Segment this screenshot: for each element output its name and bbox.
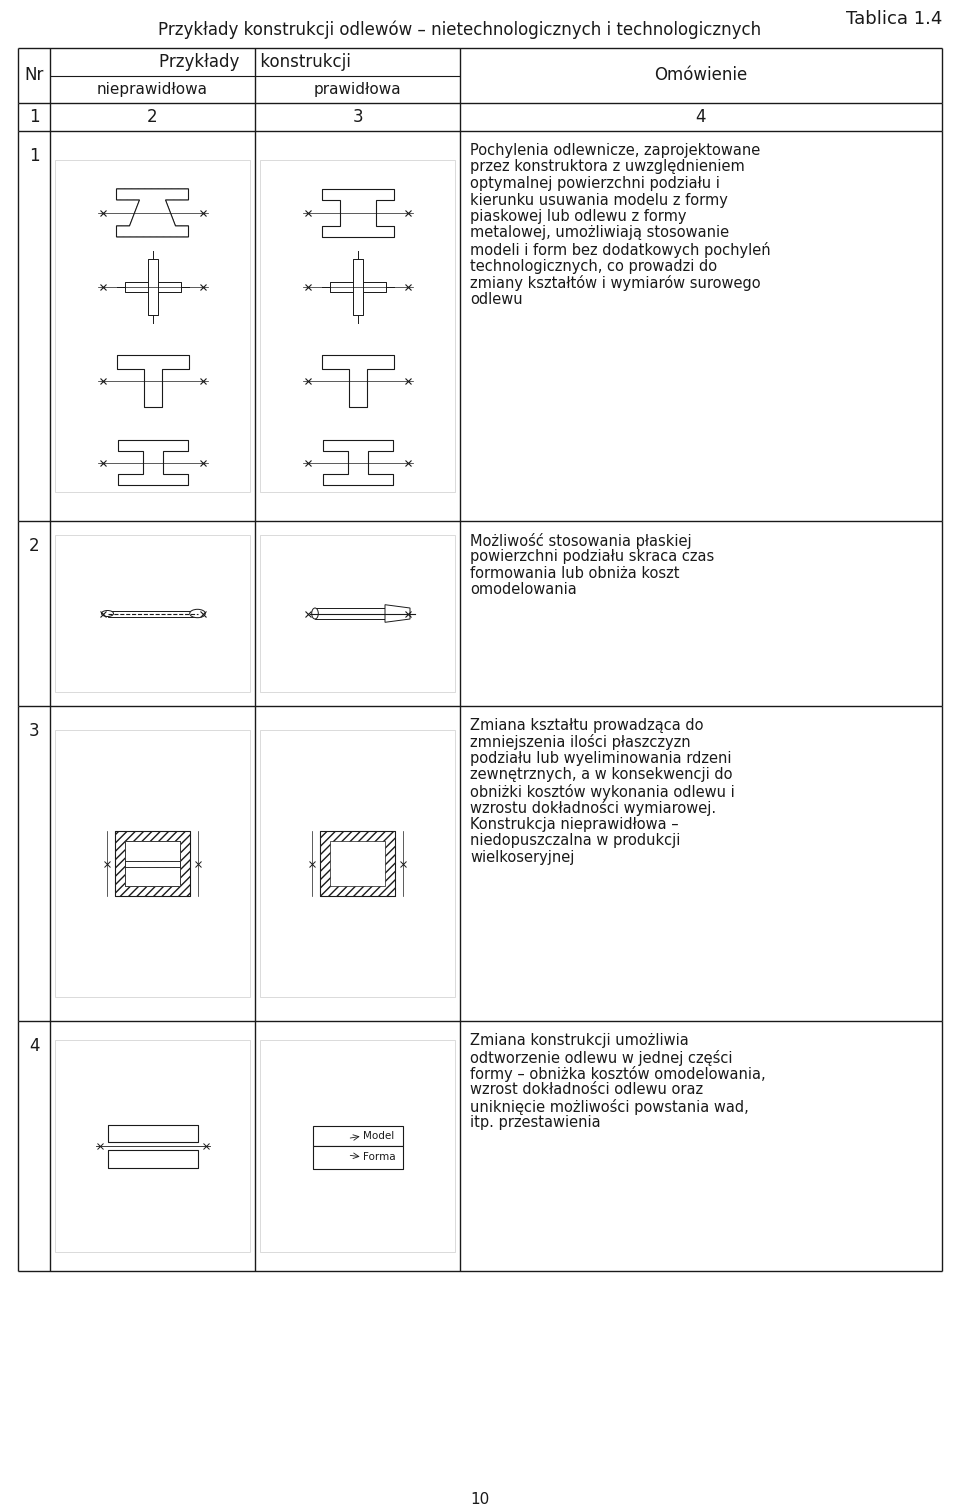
Bar [260, 730, 455, 998]
Polygon shape [125, 283, 180, 292]
Bar [55, 1040, 250, 1252]
Polygon shape [385, 605, 410, 623]
Text: Przykłady    konstrukcji: Przykłady konstrukcji [159, 53, 351, 71]
Text: podziału lub wyeliminowania rdzeni: podziału lub wyeliminowania rdzeni [470, 751, 732, 767]
Text: Tablica 1.4: Tablica 1.4 [846, 11, 942, 29]
Bar [260, 1040, 455, 1252]
Text: 4: 4 [696, 107, 707, 125]
Text: wielkoseryjnej: wielkoseryjnej [470, 850, 574, 865]
Text: optymalnej powierzchni podziału i: optymalnej powierzchni podziału i [470, 175, 720, 191]
Text: Możliwość stosowania płaskiej: Możliwość stosowania płaskiej [470, 534, 691, 549]
Text: obniżki kosztów wykonania odlewu i: obniżki kosztów wykonania odlewu i [470, 785, 734, 800]
Polygon shape [313, 1146, 402, 1169]
Text: odlewu: odlewu [470, 292, 522, 307]
Text: 10: 10 [470, 1492, 490, 1507]
Text: wzrost dokładności odlewu oraz: wzrost dokładności odlewu oraz [470, 1083, 703, 1098]
Text: zewnętrznych, a w konsekwencji do: zewnętrznych, a w konsekwencji do [470, 768, 732, 783]
Text: 1: 1 [29, 107, 39, 125]
Text: Zmiana konstrukcji umożliwia: Zmiana konstrukcji umożliwia [470, 1033, 688, 1048]
Bar [55, 535, 250, 692]
Text: zmniejszenia ilości płaszczyzn: zmniejszenia ilości płaszczyzn [470, 735, 690, 750]
Text: piaskowej lub odlewu z formy: piaskowej lub odlewu z formy [470, 209, 686, 224]
Polygon shape [330, 841, 385, 886]
Polygon shape [322, 189, 394, 237]
Polygon shape [313, 1126, 402, 1146]
Polygon shape [116, 189, 188, 237]
Ellipse shape [102, 611, 113, 617]
Text: prawidłowa: prawidłowa [314, 82, 401, 97]
Text: Forma: Forma [363, 1152, 396, 1163]
Polygon shape [329, 283, 386, 292]
Text: Nr: Nr [24, 67, 44, 85]
Text: Omówienie: Omówienie [655, 67, 748, 85]
Text: 3: 3 [352, 107, 363, 125]
Text: wzrostu dokładności wymiarowej.: wzrostu dokładności wymiarowej. [470, 800, 716, 816]
Text: niedopuszczalna w produkcji: niedopuszczalna w produkcji [470, 833, 681, 848]
Bar [108, 611, 198, 617]
Polygon shape [125, 841, 180, 886]
Bar [260, 535, 455, 692]
Polygon shape [352, 259, 363, 314]
Polygon shape [115, 832, 190, 897]
Polygon shape [125, 860, 180, 866]
Text: Zmiana kształtu prowadząca do: Zmiana kształtu prowadząca do [470, 718, 704, 733]
Text: kierunku usuwania modelu z formy: kierunku usuwania modelu z formy [470, 192, 728, 207]
Text: odtworzenie odlewu w jednej części: odtworzenie odlewu w jednej części [470, 1049, 732, 1066]
Polygon shape [320, 832, 395, 897]
Text: formy – obniżka kosztów omodelowania,: formy – obniżka kosztów omodelowania, [470, 1066, 766, 1083]
Text: Przykłady konstrukcji odlewów – nietechnologicznych i technologicznych: Przykłady konstrukcji odlewów – nietechn… [158, 21, 761, 39]
Polygon shape [108, 1125, 198, 1142]
Bar [55, 160, 250, 491]
Text: powierzchni podziału skraca czas: powierzchni podziału skraca czas [470, 549, 714, 564]
Text: 3: 3 [29, 723, 39, 739]
Text: omodelowania: omodelowania [470, 582, 577, 597]
Ellipse shape [312, 608, 319, 618]
Text: przez konstruktora z uwzględnieniem: przez konstruktora z uwzględnieniem [470, 159, 745, 174]
Text: technologicznych, co prowadzi do: technologicznych, co prowadzi do [470, 259, 717, 274]
Text: uniknięcie możliwości powstania wad,: uniknięcie możliwości powstania wad, [470, 1099, 749, 1114]
Polygon shape [148, 259, 157, 314]
Text: Pochylenia odlewnicze, zaprojektowane: Pochylenia odlewnicze, zaprojektowane [470, 144, 760, 157]
Bar [315, 608, 400, 618]
Polygon shape [108, 1151, 198, 1167]
Text: itp. przestawienia: itp. przestawienia [470, 1116, 601, 1131]
Bar [55, 730, 250, 998]
Bar [260, 160, 455, 491]
Text: modeli i form bez dodatkowych pochyleń: modeli i form bez dodatkowych pochyleń [470, 242, 771, 259]
Polygon shape [322, 355, 394, 407]
Text: Konstrukcja nieprawidłowa –: Konstrukcja nieprawidłowa – [470, 816, 679, 832]
Text: Model: Model [363, 1131, 394, 1142]
Text: metalowej, umożliwiają stosowanie: metalowej, umożliwiają stosowanie [470, 225, 730, 240]
Polygon shape [125, 841, 180, 886]
Ellipse shape [190, 609, 205, 618]
Polygon shape [117, 440, 187, 485]
Text: 4: 4 [29, 1037, 39, 1055]
Polygon shape [323, 440, 393, 485]
Text: formowania lub obniża koszt: formowania lub obniża koszt [470, 565, 680, 581]
Polygon shape [116, 355, 188, 407]
Text: nieprawidłowa: nieprawidłowa [97, 82, 208, 97]
Text: 2: 2 [147, 107, 157, 125]
Text: 1: 1 [29, 147, 39, 165]
Text: zmiany kształtów i wymiarów surowego: zmiany kształtów i wymiarów surowego [470, 275, 760, 290]
Text: 2: 2 [29, 537, 39, 555]
